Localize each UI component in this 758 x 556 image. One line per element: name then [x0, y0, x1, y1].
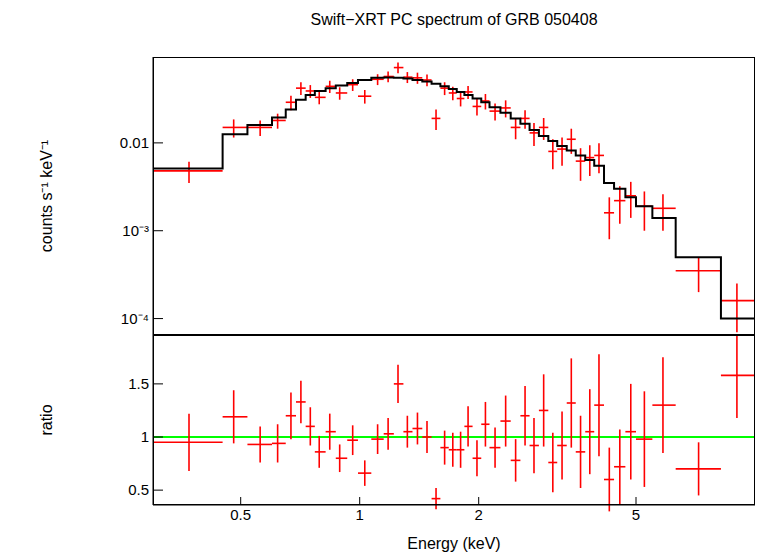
svg-text:0.01: 0.01 [120, 134, 149, 151]
svg-text:5: 5 [632, 506, 640, 523]
svg-text:10⁻³: 10⁻³ [122, 222, 149, 239]
svg-text:Energy (keV): Energy (keV) [407, 535, 500, 552]
svg-text:0.5: 0.5 [230, 506, 251, 523]
svg-text:counts s⁻¹ keV⁻¹: counts s⁻¹ keV⁻¹ [38, 140, 55, 252]
svg-text:10⁻⁴: 10⁻⁴ [121, 310, 149, 327]
svg-text:Swift−XRT PC spectrum of GRB 0: Swift−XRT PC spectrum of GRB 050408 [310, 11, 597, 28]
svg-text:1.5: 1.5 [128, 375, 149, 392]
svg-text:0.5: 0.5 [128, 481, 149, 498]
svg-text:ratio: ratio [38, 404, 55, 435]
svg-text:2: 2 [475, 506, 483, 523]
svg-text:1: 1 [141, 428, 149, 445]
svg-text:1: 1 [356, 506, 364, 523]
